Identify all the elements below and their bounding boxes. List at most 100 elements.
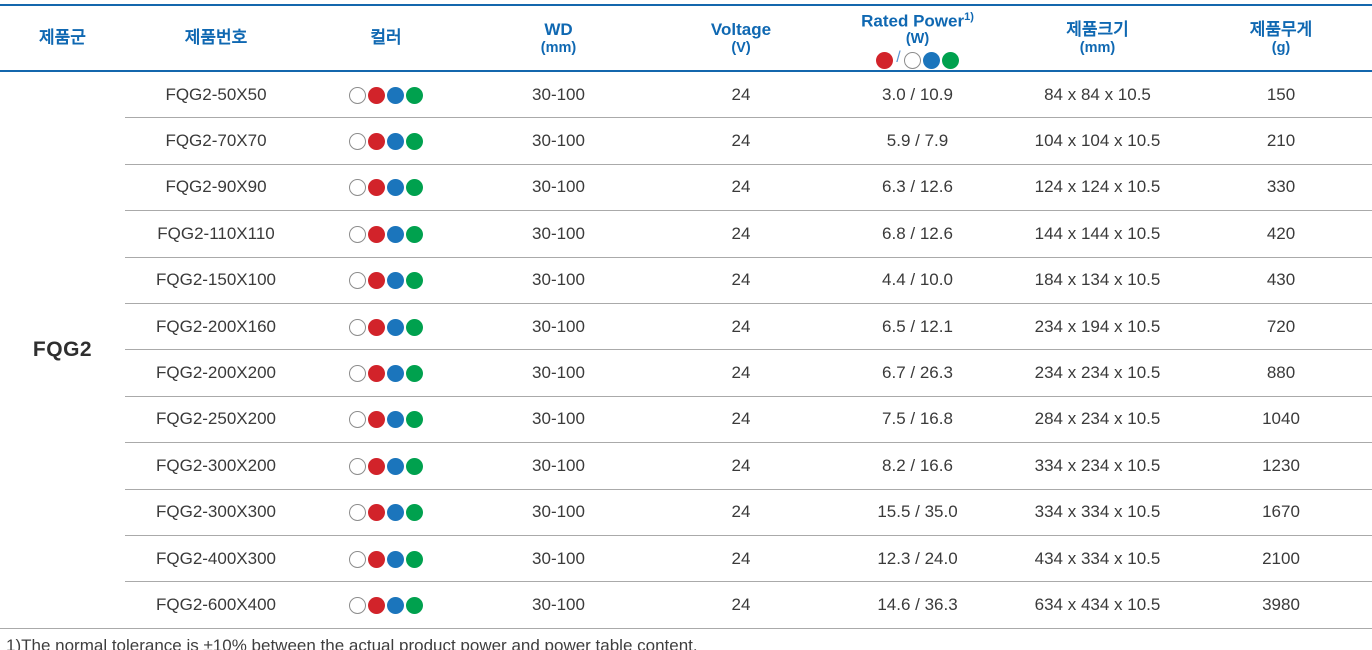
col-header-weight: 제품무게 (g) bbox=[1190, 4, 1372, 72]
footnote-reference: 1) bbox=[964, 10, 974, 23]
color-dots-cell bbox=[307, 71, 465, 119]
green-dot-icon bbox=[406, 225, 423, 243]
wd-cell: 30-100 bbox=[465, 396, 652, 444]
col-header-unit: (mm) bbox=[1079, 39, 1116, 56]
voltage-cell: 24 bbox=[652, 71, 830, 119]
size-cell: 634 x 434 x 10.5 bbox=[1005, 581, 1190, 629]
green-dot-icon bbox=[406, 179, 423, 197]
blue-dot-icon bbox=[387, 318, 404, 336]
wd-cell: 30-100 bbox=[465, 257, 652, 304]
red-dot-icon bbox=[368, 272, 385, 290]
size-cell: 124 x 124 x 10.5 bbox=[1005, 164, 1190, 212]
col-header-label: 제품번호 bbox=[184, 28, 248, 47]
size-cell: 144 x 144 x 10.5 bbox=[1005, 210, 1190, 258]
col-header-label: Voltage bbox=[710, 19, 772, 39]
white-dot-icon bbox=[349, 225, 366, 243]
col-header-rated-power: Rated Power1) (W) / bbox=[830, 4, 1005, 72]
green-dot-icon bbox=[406, 86, 423, 104]
red-dot-icon bbox=[876, 51, 894, 69]
part-number-cell: FQG2-50X50 bbox=[125, 71, 307, 119]
size-cell: 284 x 234 x 10.5 bbox=[1005, 396, 1190, 444]
color-dots-cell bbox=[307, 303, 465, 351]
col-header-size: 제품크기 (mm) bbox=[1005, 4, 1190, 72]
blue-dot-icon bbox=[387, 504, 404, 522]
wd-cell: 30-100 bbox=[465, 117, 652, 165]
wd-cell: 30-100 bbox=[465, 442, 652, 490]
table-row: FQG2-200X200 30-100 24 6.7 / 26.3 234 x 234 … bbox=[0, 349, 1372, 397]
voltage-cell: 24 bbox=[652, 396, 830, 444]
green-dot-icon bbox=[406, 365, 423, 383]
weight-cell: 330 bbox=[1190, 164, 1372, 212]
wd-cell: 30-100 bbox=[465, 535, 652, 583]
red-dot-icon bbox=[368, 318, 385, 336]
weight-cell: 880 bbox=[1190, 349, 1372, 397]
table-row: FQG2-400X300 30-100 24 12.3 / 24.0 434 x 334… bbox=[0, 535, 1372, 583]
col-header-label: WD bbox=[544, 19, 573, 39]
col-header-unit: (mm) bbox=[540, 39, 577, 56]
green-dot-icon bbox=[941, 51, 959, 69]
blue-dot-icon bbox=[387, 411, 404, 429]
rated-power-cell: 14.6 / 36.3 bbox=[830, 581, 1005, 629]
voltage-cell: 24 bbox=[652, 489, 830, 536]
weight-cell: 3980 bbox=[1190, 581, 1372, 629]
white-dot-icon bbox=[349, 272, 366, 290]
weight-cell: 720 bbox=[1190, 303, 1372, 351]
table-header: 제품군 제품번호 컬러 WD (mm) Voltage (V) Rated Po bbox=[0, 4, 1372, 72]
weight-cell: 150 bbox=[1190, 71, 1372, 119]
weight-cell: 1670 bbox=[1190, 489, 1372, 536]
green-dot-icon bbox=[406, 411, 423, 429]
green-dot-icon bbox=[406, 133, 423, 151]
voltage-cell: 24 bbox=[652, 349, 830, 397]
rated-power-cell: 8.2 / 16.6 bbox=[830, 442, 1005, 490]
footnote: 1)The normal tolerance is ±10% between t… bbox=[6, 635, 698, 650]
color-dots-cell bbox=[307, 489, 465, 536]
white-dot-icon bbox=[349, 365, 366, 383]
legend-separator: / bbox=[896, 49, 901, 67]
red-dot-icon bbox=[368, 225, 385, 243]
voltage-cell: 24 bbox=[652, 210, 830, 258]
product-spec-table: 제품군 제품번호 컬러 WD (mm) Voltage (V) Rated Po bbox=[0, 4, 1372, 629]
table-row: FQG2-300X200 30-100 24 8.2 / 16.6 334 x 234 … bbox=[0, 442, 1372, 490]
rated-power-cell: 5.9 / 7.9 bbox=[830, 117, 1005, 165]
blue-dot-icon bbox=[387, 550, 404, 568]
col-header-label: 제품무게 bbox=[1249, 19, 1313, 39]
table-row: FQG2-250X200 30-100 24 7.5 / 16.8 284 x 234 … bbox=[0, 396, 1372, 444]
red-dot-icon bbox=[368, 550, 385, 568]
white-dot-icon bbox=[903, 51, 921, 69]
voltage-cell: 24 bbox=[652, 257, 830, 304]
blue-dot-icon bbox=[387, 86, 404, 104]
voltage-cell: 24 bbox=[652, 164, 830, 212]
part-number-cell: FQG2-300X200 bbox=[125, 442, 307, 490]
blue-dot-icon bbox=[387, 272, 404, 290]
power-color-legend: / bbox=[830, 49, 1005, 69]
white-dot-icon bbox=[349, 550, 366, 568]
color-dots-cell bbox=[307, 117, 465, 165]
col-header-part-number: 제품번호 bbox=[125, 4, 307, 72]
product-group-cell: FQG2 bbox=[0, 71, 125, 629]
color-dots-cell bbox=[307, 535, 465, 583]
table-body: FQG2 FQG2-50X50 30-100 24 3.0 / 10.9 84 x 84 … bbox=[0, 71, 1372, 629]
part-number-cell: FQG2-400X300 bbox=[125, 535, 307, 583]
part-number-cell: FQG2-110X110 bbox=[125, 210, 307, 258]
col-header-label: 제품군 bbox=[39, 28, 86, 47]
color-dots-cell bbox=[307, 442, 465, 490]
blue-dot-icon bbox=[387, 225, 404, 243]
green-dot-icon bbox=[406, 550, 423, 568]
white-dot-icon bbox=[349, 318, 366, 336]
red-dot-icon bbox=[368, 133, 385, 151]
red-dot-icon bbox=[368, 86, 385, 104]
weight-cell: 210 bbox=[1190, 117, 1372, 165]
size-cell: 434 x 334 x 10.5 bbox=[1005, 535, 1190, 583]
col-header-unit: (W) bbox=[905, 31, 930, 48]
col-header-wd: WD (mm) bbox=[465, 4, 652, 72]
weight-cell: 2100 bbox=[1190, 535, 1372, 583]
part-number-cell: FQG2-250X200 bbox=[125, 396, 307, 444]
rated-power-cell: 6.7 / 26.3 bbox=[830, 349, 1005, 397]
red-dot-icon bbox=[368, 365, 385, 383]
rated-power-cell: 6.3 / 12.6 bbox=[830, 164, 1005, 212]
rated-power-cell: 7.5 / 16.8 bbox=[830, 396, 1005, 444]
size-cell: 104 x 104 x 10.5 bbox=[1005, 117, 1190, 165]
red-dot-icon bbox=[368, 597, 385, 614]
color-dots-cell bbox=[307, 210, 465, 258]
part-number-cell: FQG2-90X90 bbox=[125, 164, 307, 212]
